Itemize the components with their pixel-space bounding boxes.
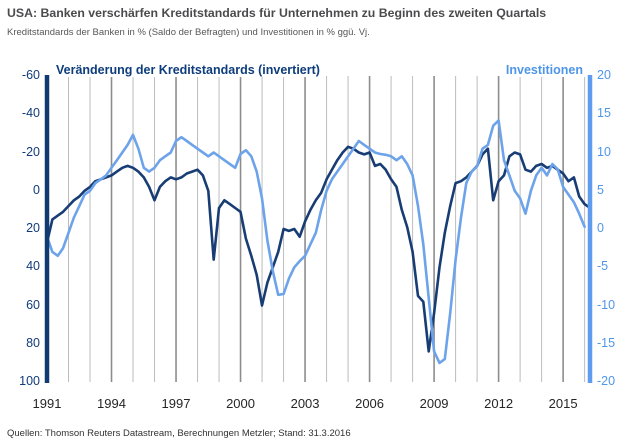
left-axis-tick-label: 100 [19, 374, 40, 388]
x-axis-tick-label: 2003 [290, 396, 320, 411]
x-axis-tick-label: 2012 [484, 396, 514, 411]
right-axis-tick-label: -15 [597, 335, 616, 350]
right-axis-tick-label: 5 [597, 182, 604, 197]
legend-investitionen: Investitionen [503, 63, 585, 77]
x-axis-tick-label: 1991 [32, 396, 62, 411]
right-axis-tick-label: -10 [597, 297, 616, 312]
x-axis-tick-label: 1994 [97, 396, 126, 411]
right-axis-tick-label: 15 [597, 106, 611, 121]
x-axis-tick-label: 2006 [355, 396, 385, 411]
chart-subtitle: Kreditstandards der Banken in % (Saldo d… [7, 27, 370, 38]
left-axis-tick-label: -60 [21, 68, 40, 82]
x-axis-tick-label: 2015 [548, 396, 578, 411]
x-axis-tick-label: 2009 [419, 396, 449, 411]
left-axis-tick-label: -20 [21, 144, 40, 159]
left-axis-tick-label: 20 [26, 221, 40, 235]
right-axis-tick-label: 0 [597, 221, 604, 235]
left-axis-tick-label: 60 [26, 297, 40, 312]
left-axis-tick-label: 40 [26, 259, 40, 274]
x-axis-tick-label: 2000 [226, 396, 255, 411]
legend-credit-standards: Veränderung der Kreditstandards (inverti… [54, 63, 322, 77]
right-axis-tick-label: -5 [597, 259, 609, 274]
right-axis-tick-label: 10 [597, 144, 611, 159]
left-axis-tick-label: 0 [33, 182, 40, 197]
source-note: Quellen: Thomson Reuters Datastream, Ber… [7, 428, 351, 439]
x-axis-tick-label: 1997 [161, 396, 191, 411]
credit-standards-line [45, 145, 592, 353]
investment-line [45, 119, 586, 365]
chart-title: USA: Banken verschärfen Kreditstandards … [7, 6, 547, 20]
left-axis-tick-label: 80 [26, 335, 40, 350]
right-axis-tick-label: 20 [597, 68, 611, 82]
right-axis-tick-label: -20 [597, 374, 616, 388]
left-axis-tick-label: -40 [21, 106, 40, 121]
